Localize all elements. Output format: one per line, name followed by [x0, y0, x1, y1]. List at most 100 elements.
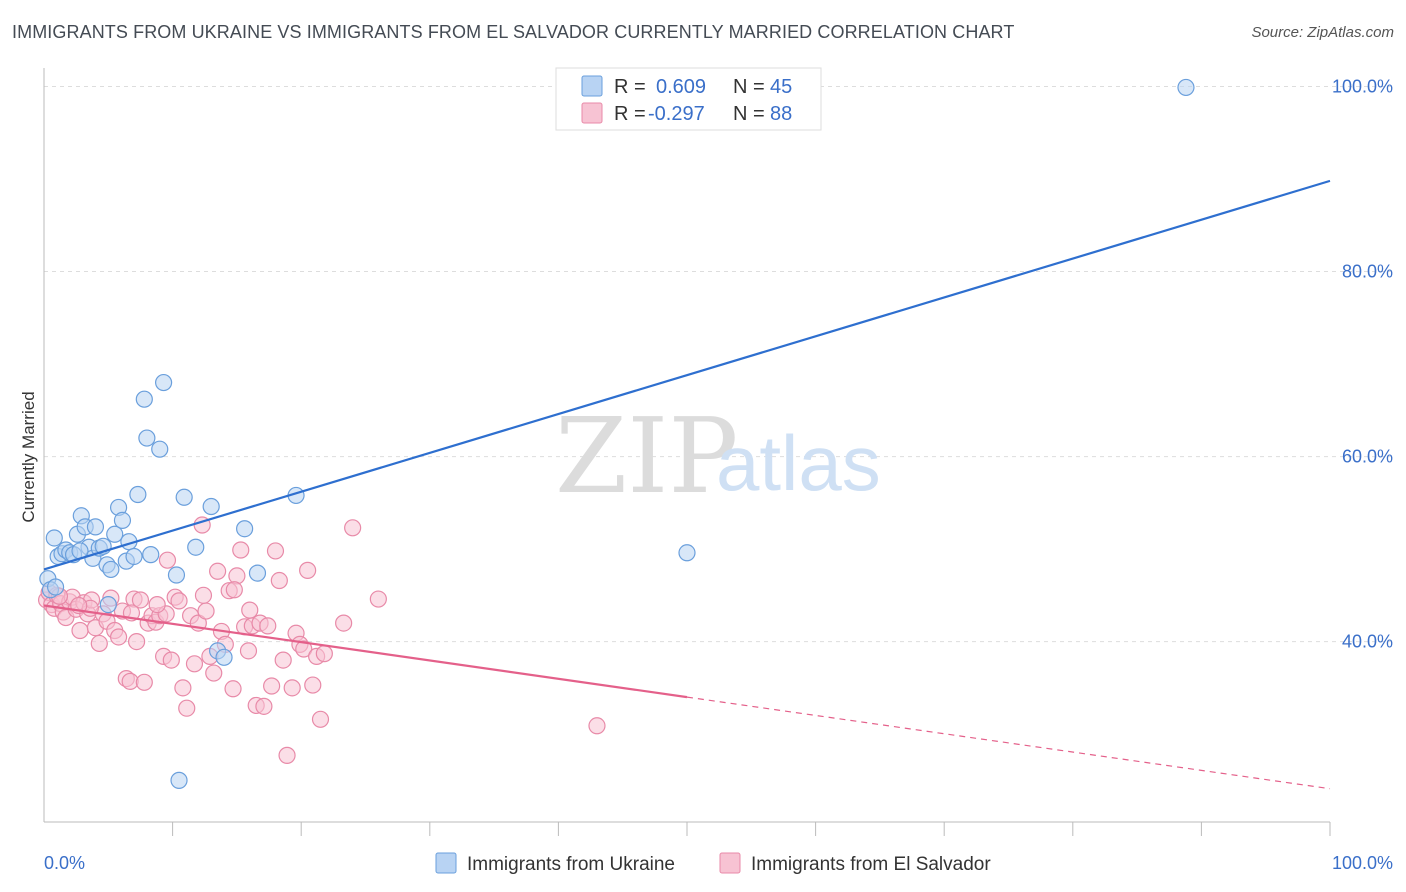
el-salvador-point [283, 679, 301, 697]
ukraine-point [215, 648, 233, 666]
ukraine-point [154, 373, 173, 392]
el-salvador-point [295, 640, 313, 658]
ukraine-point [678, 544, 696, 562]
el-salvador-point [241, 601, 259, 619]
legend-r-label: R = [614, 103, 646, 125]
legend-swatch-el-salvador [581, 102, 603, 124]
stats-legend: R = 0.609 N = 45 R = -0.297 N = 88 [555, 67, 822, 131]
el-salvador-point [588, 717, 606, 735]
legend-r-value: -0.297 [648, 103, 705, 125]
el-salvador-point [228, 567, 246, 585]
el-salvador-point [263, 677, 281, 695]
legend-r-value: 0.609 [656, 76, 706, 98]
watermark-zip: ZIP [555, 395, 738, 517]
el-salvador-point [205, 664, 223, 682]
el-salvador-point [232, 541, 250, 559]
ukraine-point [142, 546, 160, 564]
legend-label-ukraine: Immigrants from Ukraine [467, 854, 675, 875]
el-salvador-point [299, 561, 317, 579]
ukraine-point [1177, 78, 1195, 97]
ukraine-point [138, 429, 156, 447]
trend-lines [43, 179, 1331, 790]
chart-title: IMMIGRANTS FROM UKRAINE VS IMMIGRANTS FR… [12, 22, 1015, 42]
ukraine-point [99, 595, 117, 614]
source-label: Source: ZipAtlas.com [1251, 24, 1394, 41]
el-salvador-point [127, 632, 146, 651]
el-salvador-point [255, 697, 273, 715]
el-salvador-point [274, 651, 292, 669]
el-salvador-point [209, 562, 227, 580]
el-salvador-point [158, 551, 177, 569]
x-tick-label: 0.0% [44, 853, 85, 873]
legend-swatch-ukraine [435, 852, 457, 874]
el-salvador-point [315, 645, 333, 663]
x-tick-label: 100.0% [1332, 853, 1393, 873]
el-salvador-trend-extension [686, 696, 1331, 790]
el-salvador-point [174, 679, 192, 697]
legend-n-value: 88 [770, 103, 792, 125]
ukraine-point [129, 485, 147, 504]
el-salvador-point [278, 746, 296, 764]
el-salvador-point [259, 617, 277, 635]
el-salvador-point [109, 628, 128, 646]
watermark: ZIP atlas [555, 395, 881, 517]
el-salvador-point [224, 680, 242, 698]
legend-n-label: N = [733, 103, 765, 125]
el-salvador-point [178, 699, 196, 717]
ukraine-point [187, 538, 205, 556]
ukraine-point [86, 518, 105, 536]
el-salvador-trend-line [43, 604, 688, 699]
ukraine-point [151, 440, 169, 458]
ukraine-point [236, 520, 254, 538]
ukraine-point [202, 497, 220, 516]
y-tick-label: 100.0% [1332, 77, 1393, 97]
el-salvador-point [270, 571, 288, 590]
el-salvador-point [90, 634, 108, 653]
el-salvador-point [148, 595, 166, 614]
el-salvador-point [197, 602, 215, 620]
el-salvador-point [304, 676, 322, 694]
el-salvador-points [37, 516, 606, 764]
legend-n-value: 45 [770, 76, 792, 98]
el-salvador-point [135, 673, 153, 691]
y-tick-labels: 40.0% 60.0% 80.0% 100.0% [1332, 77, 1393, 652]
el-salvador-point [71, 621, 89, 640]
el-salvador-point [239, 642, 258, 660]
legend-r-label: R = [614, 76, 646, 98]
ukraine-point [102, 560, 120, 579]
el-salvador-point [225, 581, 243, 599]
watermark-atlas: atlas [716, 419, 881, 507]
el-salvador-point [335, 614, 353, 632]
legend-swatch-el-salvador [719, 852, 741, 874]
legend-swatch-ukraine [581, 75, 603, 97]
el-salvador-point [170, 592, 188, 610]
ukraine-point [45, 529, 63, 547]
el-salvador-point [311, 710, 330, 728]
ukraine-point [175, 488, 193, 506]
ukraine-point [113, 511, 132, 530]
el-salvador-point [194, 586, 213, 604]
y-tick-label: 40.0% [1342, 632, 1393, 652]
x-tick-labels: 0.0% 100.0% [44, 853, 1393, 873]
y-tick-label: 60.0% [1342, 447, 1393, 467]
el-salvador-point [185, 655, 204, 673]
ukraine-point [167, 566, 186, 584]
el-salvador-point [369, 590, 387, 608]
legend-n-label: N = [733, 76, 765, 98]
y-tick-label: 80.0% [1342, 262, 1393, 282]
ukraine-point [125, 547, 143, 566]
legend-label-el-salvador: Immigrants from El Salvador [751, 854, 991, 875]
el-salvador-point [266, 542, 285, 560]
ukraine-point [46, 578, 65, 596]
ukraine-trend-line [43, 179, 1331, 571]
grid-lines [44, 86, 1394, 643]
el-salvador-point [344, 519, 362, 537]
ukraine-point [248, 564, 267, 582]
el-salvador-point [131, 591, 150, 609]
series-legend: Immigrants from Ukraine Immigrants from … [435, 852, 991, 875]
ukraine-point [106, 525, 124, 543]
axes [43, 68, 1331, 836]
el-salvador-point [162, 651, 180, 669]
y-axis-title: Currently Married [19, 391, 38, 522]
